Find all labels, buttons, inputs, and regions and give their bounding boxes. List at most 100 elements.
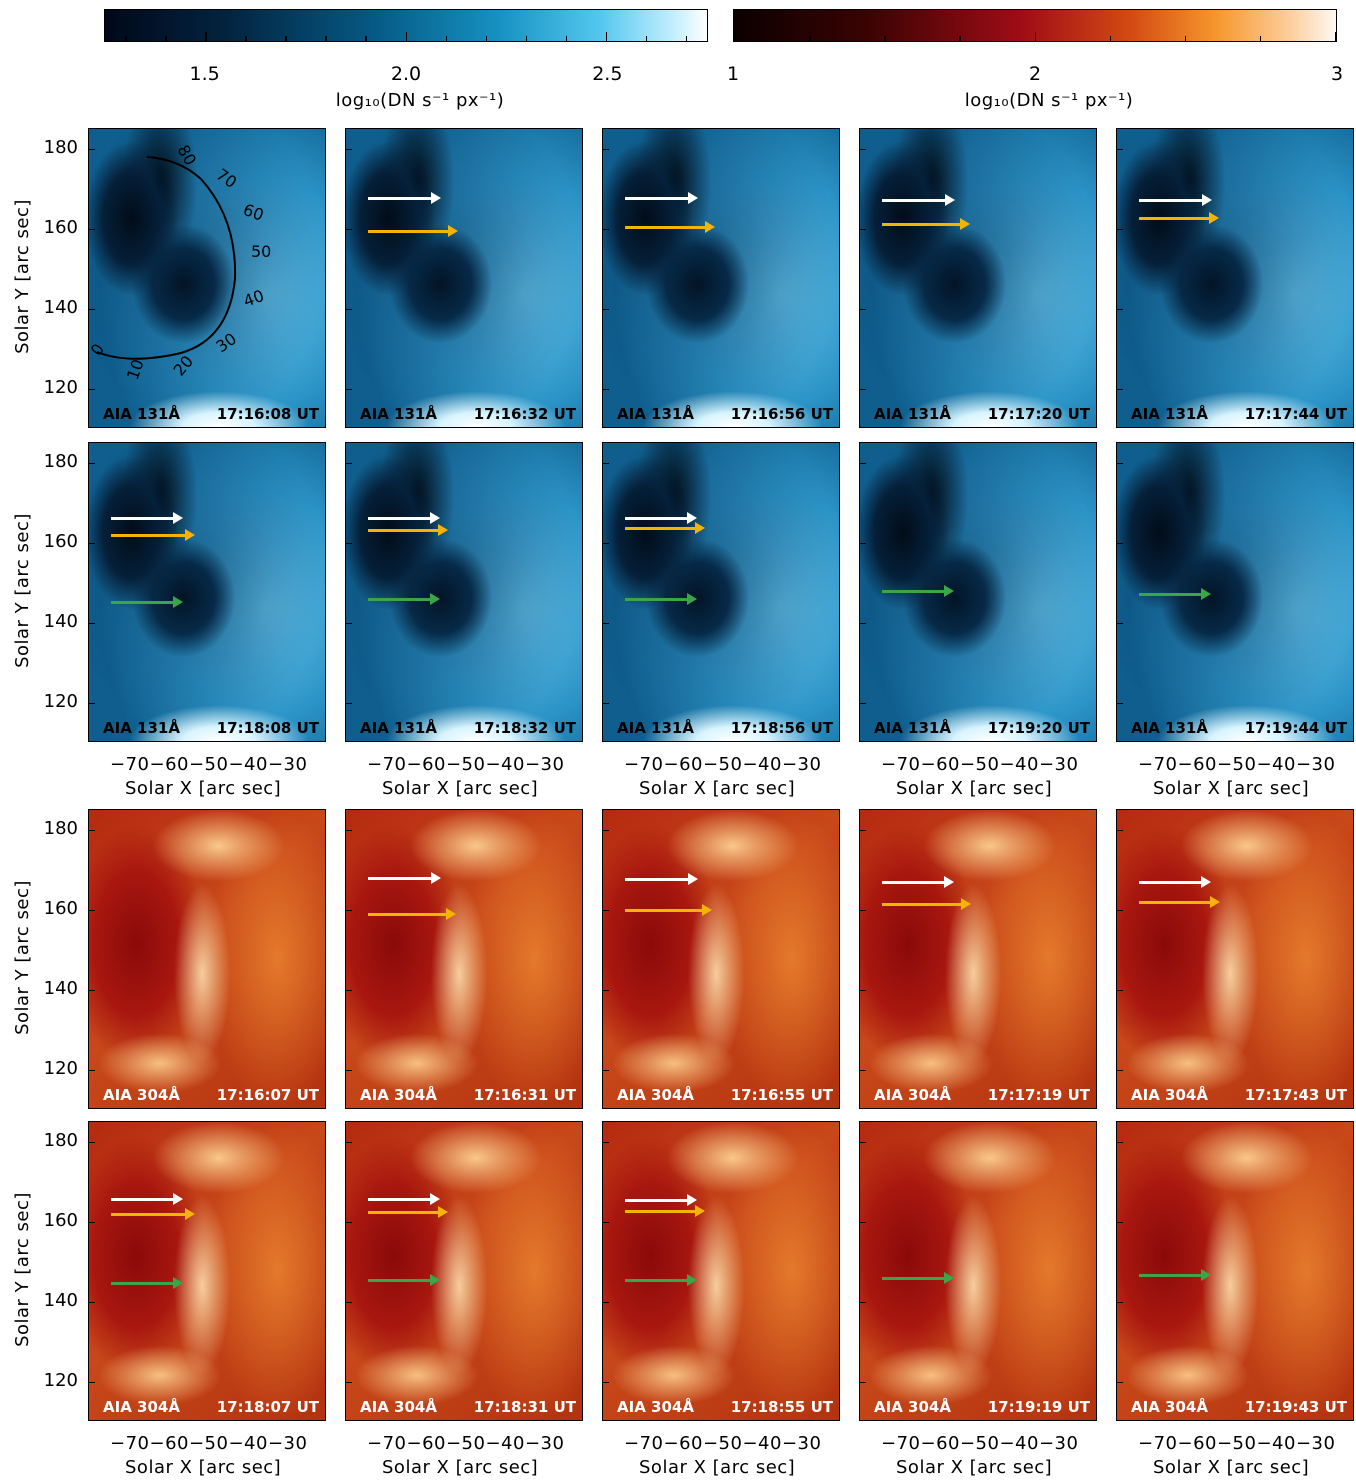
y-tick-mark xyxy=(346,623,352,625)
white-arrow xyxy=(368,1193,440,1204)
timestamp-label: 17:16:31 UT xyxy=(473,1086,576,1104)
colorbar-tick-label: 2.0 xyxy=(390,63,422,85)
channel-label: AIA 131Å xyxy=(1131,405,1208,423)
green-arrow xyxy=(111,1277,183,1288)
y-tick-mark xyxy=(860,229,866,231)
y-tick-mark xyxy=(860,1382,866,1384)
y-tick-mark xyxy=(860,463,866,465)
slit-distance-label: 70 xyxy=(213,165,241,192)
green-arrow xyxy=(111,596,183,607)
slit-path xyxy=(96,156,237,360)
timestamp-label: 17:18:08 UT xyxy=(216,719,319,737)
y-tick-mark xyxy=(860,623,866,625)
y-tick-mark xyxy=(860,830,866,832)
colorbar-tick-label: 2.5 xyxy=(592,63,623,85)
image-panel: AIA 131Å 17:16:56 UT xyxy=(602,128,840,428)
white-arrow xyxy=(625,192,698,203)
y-tick-mark xyxy=(89,623,95,625)
y-tick-mark xyxy=(346,309,352,311)
colorbar-tick xyxy=(1259,36,1262,41)
white-arrow xyxy=(1139,876,1211,887)
y-tick-mark xyxy=(346,543,352,545)
timestamp-label: 17:17:44 UT xyxy=(1244,405,1347,423)
timestamp-label: 17:17:19 UT xyxy=(987,1086,1090,1104)
colorbar-131-unit: log₁₀(DN s⁻¹ px⁻¹) xyxy=(335,90,505,111)
yellow-arrow xyxy=(625,904,712,915)
white-arrow xyxy=(368,512,440,523)
y-tick-mark xyxy=(603,703,609,705)
y-tick-mark xyxy=(860,1222,866,1224)
y-tick-label: 180 xyxy=(43,1130,78,1151)
y-axis-title: Solar Y [arc sec] xyxy=(11,513,33,668)
timestamp-label: 17:17:43 UT xyxy=(1244,1086,1347,1104)
timestamp-label: 17:19:20 UT xyxy=(987,719,1090,737)
colorbar-tick xyxy=(565,36,568,41)
green-arrow xyxy=(368,593,440,604)
x-tick-labels: −70−60−50−40−30 xyxy=(624,1433,822,1454)
image-panel: AIA 131Å 17:19:44 UT xyxy=(1116,442,1354,742)
x-tick-labels: −70−60−50−40−30 xyxy=(881,1433,1079,1454)
colorbar-304 xyxy=(733,9,1337,42)
colorbar-tick xyxy=(125,36,127,41)
x-tick-labels: −70−60−50−40−30 xyxy=(110,1433,308,1454)
timestamp-label: 17:19:44 UT xyxy=(1244,719,1347,737)
y-tick-mark xyxy=(860,1142,866,1144)
yellow-arrow xyxy=(625,1205,705,1216)
y-tick-mark xyxy=(346,1142,352,1144)
colorbar-tick-label: 3 xyxy=(1330,63,1344,85)
y-tick-mark xyxy=(89,463,95,465)
yellow-arrow xyxy=(368,1206,448,1217)
white-arrow xyxy=(625,512,697,523)
channel-label: AIA 304Å xyxy=(1131,1398,1208,1416)
green-arrow xyxy=(1139,1269,1211,1280)
y-tick-mark xyxy=(860,703,866,705)
colorbar-major-tick xyxy=(405,32,407,41)
timestamp-label: 17:17:20 UT xyxy=(987,405,1090,423)
colorbar-tick xyxy=(685,36,688,41)
image-panel: AIA 131Å 17:18:32 UT xyxy=(345,442,583,742)
image-panel: AIA 304Å 17:17:43 UT xyxy=(1116,809,1354,1109)
y-tick-mark xyxy=(860,543,866,545)
green-arrow xyxy=(625,1274,697,1285)
colorbar-tick xyxy=(285,36,287,41)
colorbar-tick xyxy=(809,36,811,41)
image-panel: AIA 304Å 17:16:31 UT xyxy=(345,809,583,1109)
x-tick-labels: −70−60−50−40−30 xyxy=(1138,1433,1336,1454)
x-axis-title: Solar X [arc sec] xyxy=(639,1457,796,1478)
y-tick-mark xyxy=(89,910,95,912)
yellow-arrow xyxy=(1139,896,1220,907)
y-tick-mark xyxy=(346,1302,352,1304)
y-tick-mark xyxy=(89,309,95,311)
timestamp-label: 17:16:55 UT xyxy=(730,1086,833,1104)
timestamp-label: 17:16:56 UT xyxy=(730,405,833,423)
y-tick-mark xyxy=(603,1142,609,1144)
x-axis-title: Solar X [arc sec] xyxy=(896,1457,1053,1478)
white-arrow xyxy=(368,872,441,883)
x-axis-title: Solar X [arc sec] xyxy=(382,1457,539,1478)
y-tick-mark xyxy=(860,910,866,912)
y-tick-mark xyxy=(603,389,609,391)
y-tick-mark xyxy=(603,623,609,625)
slit-distance-label: 50 xyxy=(251,242,271,261)
yellow-arrow xyxy=(625,221,715,232)
colorbar-131 xyxy=(104,9,708,42)
green-arrow xyxy=(882,1272,954,1283)
yellow-arrow xyxy=(1139,212,1219,223)
image-panel: AIA 304Å 17:19:43 UT xyxy=(1116,1121,1354,1421)
channel-label: AIA 131Å xyxy=(103,719,180,737)
colorbar-tick xyxy=(485,36,488,41)
timestamp-label: 17:19:19 UT xyxy=(987,1398,1090,1416)
timestamp-label: 17:18:55 UT xyxy=(730,1398,833,1416)
slit-distance-label: 0 xyxy=(89,340,108,359)
x-axis-title: Solar X [arc sec] xyxy=(896,778,1053,799)
y-tick-mark xyxy=(89,229,95,231)
white-arrow xyxy=(111,512,183,523)
slit-distance-label: 30 xyxy=(212,329,240,356)
channel-label: AIA 131Å xyxy=(874,405,951,423)
yellow-arrow xyxy=(625,522,705,533)
y-tick-mark xyxy=(346,990,352,992)
y-tick-label: 140 xyxy=(43,611,78,632)
colorbar-major-tick xyxy=(605,32,608,41)
y-tick-mark xyxy=(1117,229,1123,231)
timestamp-label: 17:18:07 UT xyxy=(216,1398,319,1416)
